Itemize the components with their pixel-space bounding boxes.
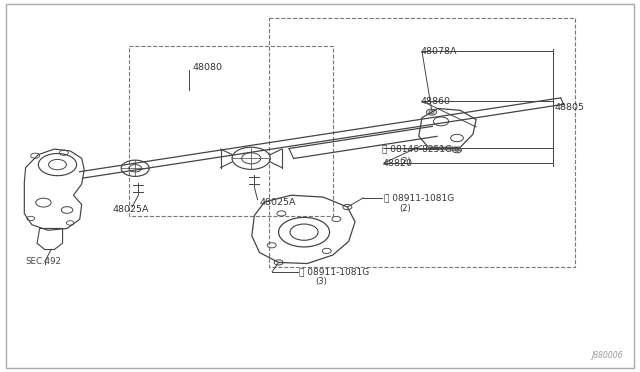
Text: 48025A: 48025A [259,198,296,207]
Text: 48820: 48820 [383,158,412,168]
Text: J880006: J880006 [591,350,623,360]
Text: Ⓝ 08911-1081G: Ⓝ 08911-1081G [299,267,369,276]
Text: 48080: 48080 [193,63,223,72]
Text: 48078A: 48078A [420,47,457,56]
Text: SEC.492: SEC.492 [26,257,61,266]
Text: 48025A: 48025A [113,205,149,215]
Text: (3): (3) [315,277,327,286]
Text: Ⓝ 08911-1081G: Ⓝ 08911-1081G [384,193,454,202]
Text: Ⓑ 08146-8251G: Ⓑ 08146-8251G [383,144,452,153]
Text: (2): (2) [399,203,412,213]
Text: 48805: 48805 [554,103,584,112]
Text: (2): (2) [399,157,412,166]
Text: 48860: 48860 [420,97,451,106]
